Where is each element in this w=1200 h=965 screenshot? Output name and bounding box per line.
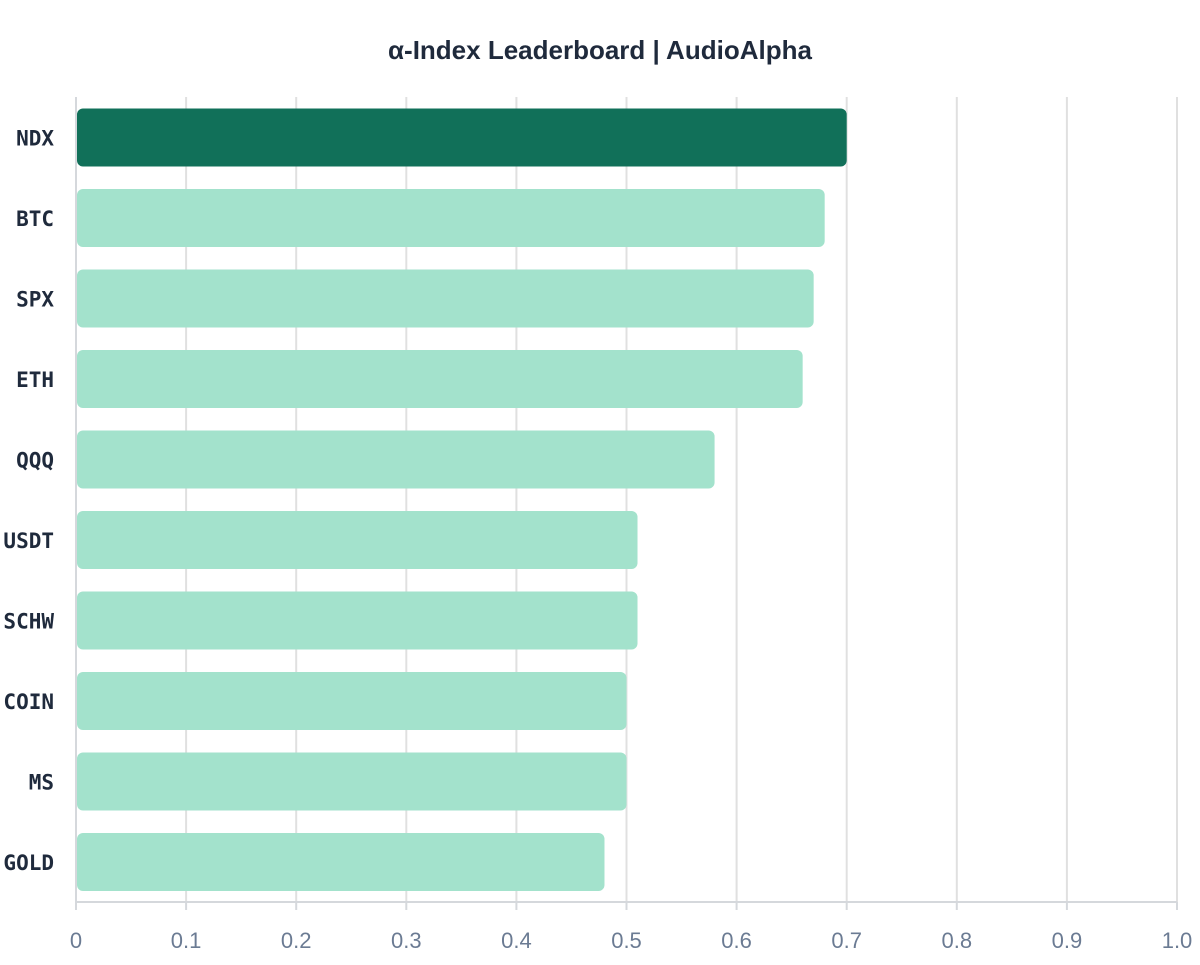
- axes: [75, 97, 1178, 910]
- bar-coin: [77, 672, 627, 730]
- bar-ndx: [77, 108, 847, 167]
- category-label-schw: SCHW: [3, 610, 54, 634]
- category-label-qqq: QQQ: [16, 449, 54, 473]
- category-label-ndx: NDX: [16, 127, 54, 151]
- category-label-coin: COIN: [3, 690, 54, 714]
- category-label-eth: ETH: [16, 368, 54, 392]
- x-tick-labels: 0 0.1 0.2 0.3 0.4 0.5 0.6 0.7 0.8 0.9 1.0: [70, 928, 1192, 953]
- x-tick-label: 0.5: [611, 928, 642, 953]
- bar-eth: [77, 350, 803, 408]
- chart-title: α-Index Leaderboard | AudioAlpha: [388, 35, 812, 65]
- x-tick-label: 0.4: [501, 928, 532, 953]
- bars: [77, 108, 847, 891]
- bar-ms: [77, 752, 627, 811]
- x-tick-label: 0.3: [391, 928, 422, 953]
- bar-schw: [77, 591, 638, 650]
- category-label-ms: MS: [29, 771, 54, 795]
- category-labels: NDX BTC SPX ETH QQQ USDT SCHW COIN MS GOLD: [3, 127, 54, 876]
- x-tick-label: 0.2: [281, 928, 312, 953]
- x-tick-label: 0.7: [831, 928, 862, 953]
- bar-spx: [77, 269, 814, 328]
- x-tick-label: 0.1: [171, 928, 202, 953]
- x-tick-label: 0.9: [1052, 928, 1083, 953]
- x-tick-label: 0: [70, 928, 82, 953]
- x-tick-label: 1.0: [1162, 928, 1193, 953]
- bar-qqq: [77, 430, 715, 489]
- x-tick-label: 0.8: [942, 928, 973, 953]
- category-label-spx: SPX: [16, 288, 54, 312]
- category-label-usdt: USDT: [3, 529, 54, 553]
- bar-gold: [77, 833, 605, 891]
- category-label-gold: GOLD: [3, 851, 54, 875]
- bar-btc: [77, 189, 825, 247]
- x-tick-label: 0.6: [721, 928, 752, 953]
- category-label-btc: BTC: [16, 207, 54, 231]
- bar-usdt: [77, 511, 638, 569]
